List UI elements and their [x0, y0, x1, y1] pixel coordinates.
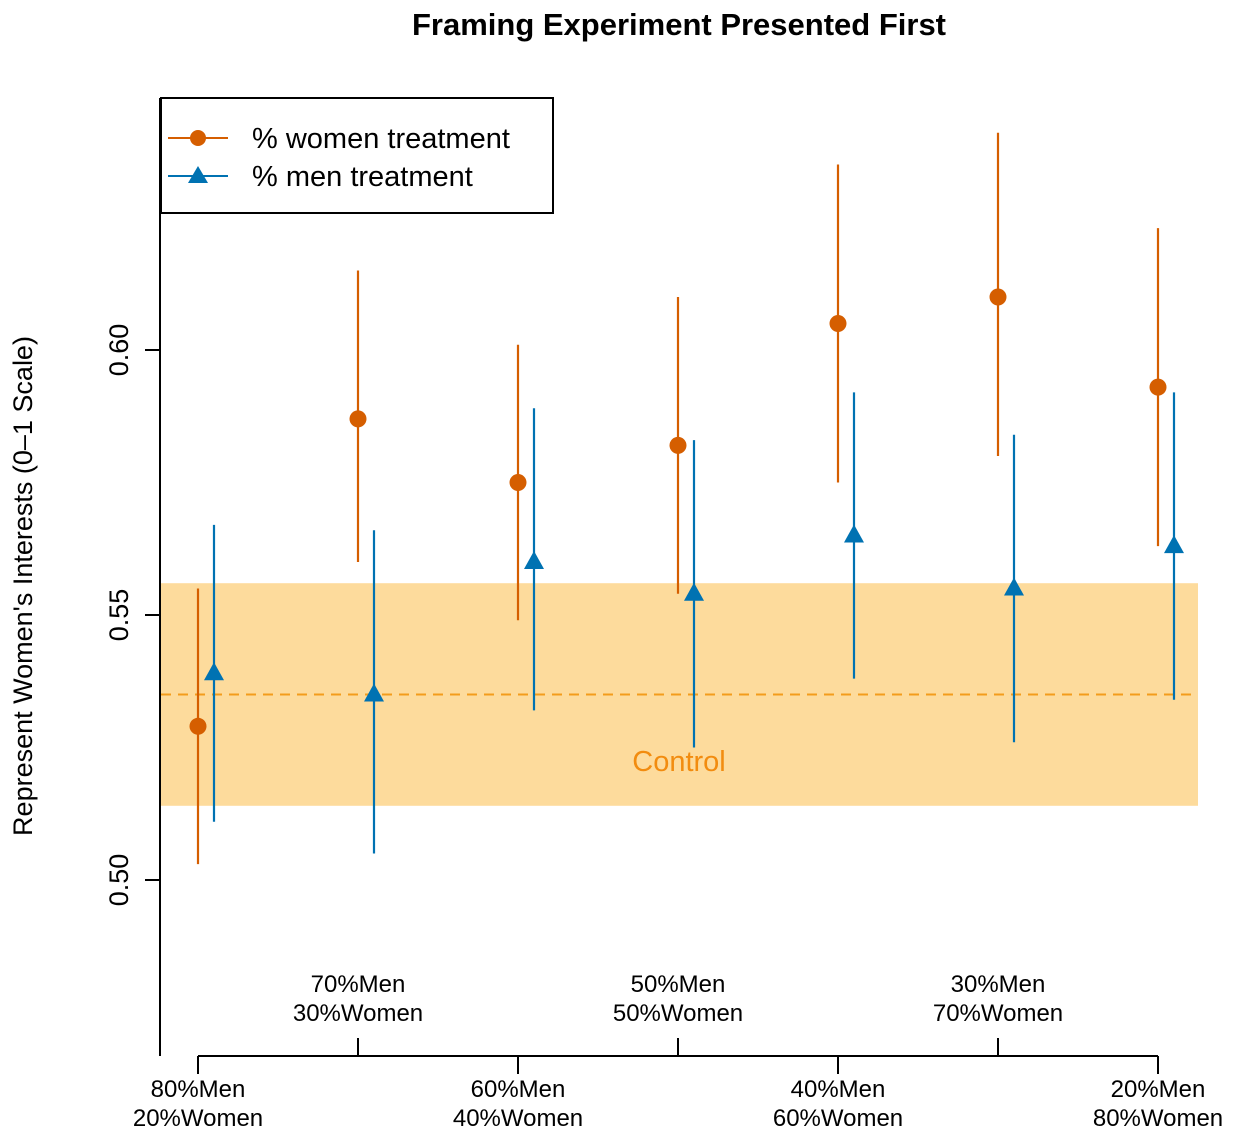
x-tick-label-women: 60%Women — [773, 1105, 903, 1132]
data-point-men — [1004, 577, 1024, 596]
y-axis: 0.50 0.55 0.60 — [104, 98, 161, 1056]
x-tick-label-women: 70%Women — [933, 1000, 1063, 1027]
data-point-women — [1149, 378, 1167, 396]
legend: % women treatment % men treatment — [160, 97, 554, 214]
data-point-women — [509, 474, 527, 491]
data-marks — [189, 132, 1184, 865]
data-point-men — [1164, 535, 1184, 554]
data-point-men — [204, 662, 224, 681]
y-axis-label: Represent Women's Interests (0–1 Scale) — [8, 336, 38, 836]
y-tick-label: 0.50 — [104, 854, 134, 907]
legend-marker-women — [190, 130, 206, 146]
legend-label-men: % men treatment — [252, 161, 473, 193]
y-tick-label: 0.55 — [104, 589, 134, 642]
x-tick-label-men: 60%Men — [471, 1076, 566, 1103]
data-point-women — [189, 717, 207, 735]
x-tick-label-men: 50%Men — [631, 971, 726, 998]
legend-label-women: % women treatment — [252, 123, 510, 155]
x-tick-label-women: 30%Women — [293, 1000, 423, 1027]
x-tick-label-men: 30%Men — [951, 971, 1046, 998]
x-tick-label-women: 20%Women — [133, 1105, 263, 1132]
x-tick-label-women: 50%Women — [613, 1000, 743, 1027]
x-tick-label-women: 40%Women — [453, 1105, 583, 1132]
data-point-men — [364, 683, 384, 702]
data-point-women — [989, 288, 1007, 306]
x-tick-label-men: 40%Men — [791, 1076, 886, 1103]
chart-title: Framing Experiment Presented First — [412, 7, 946, 42]
legend-marker-men — [188, 166, 208, 183]
x-tick-label-women: 80%Women — [1093, 1105, 1223, 1132]
data-point-men — [844, 524, 864, 543]
data-point-men — [524, 551, 544, 569]
x-tick-label-men: 20%Men — [1111, 1076, 1206, 1103]
data-point-women — [829, 315, 847, 332]
x-tick-label-men: 80%Men — [151, 1076, 246, 1103]
data-point-women — [669, 436, 687, 454]
x-tick-label-men: 70%Men — [311, 971, 406, 998]
data-point-men — [684, 582, 704, 601]
legend-box — [160, 97, 554, 214]
y-tick-label: 0.60 — [104, 324, 134, 377]
data-point-women — [349, 410, 367, 428]
control-label: Control — [632, 746, 726, 778]
